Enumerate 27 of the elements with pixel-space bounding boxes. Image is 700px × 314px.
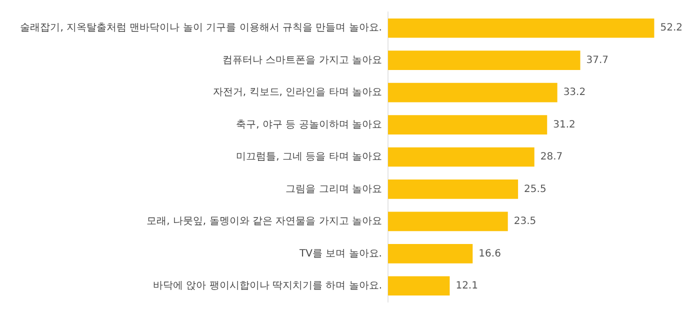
y-tick-label: 그림을 그리며 놀아요 xyxy=(286,184,382,195)
bar xyxy=(388,18,654,38)
bar xyxy=(388,244,473,264)
y-tick-label: 술래잡기, 지옥탈출처럼 맨바닥이나 놀이 기구를 이용해서 규칙을 만들며 놀아요. xyxy=(20,22,382,34)
data-label: 16.6 xyxy=(478,248,501,260)
y-tick-label: TV를 보며 놀아요. xyxy=(298,248,382,260)
bar xyxy=(388,82,558,102)
data-label: 33.2 xyxy=(563,87,586,98)
data-label: 12.1 xyxy=(456,280,478,292)
y-tick-label: 모래, 나뭇잎, 돌멩이와 같은 자연물을 가지고 놀아요 xyxy=(146,216,382,228)
bar xyxy=(388,212,508,232)
bar xyxy=(388,276,450,296)
bar xyxy=(388,147,534,167)
y-tick-label: 바닥에 앉아 팽이시합이나 딱지치기를 하며 놀아요. xyxy=(152,280,382,292)
data-label: 52.2 xyxy=(660,22,682,34)
y-tick-label: 자전거, 킥보드, 인라인을 타며 놀아요 xyxy=(212,87,382,98)
bar xyxy=(388,50,580,70)
data-label: 28.7 xyxy=(540,152,563,163)
data-label: 31.2 xyxy=(553,119,576,130)
y-tick-label: 축구, 야구 등 공놀이하며 놀아요 xyxy=(236,119,382,130)
y-tick-label: 미끄럼틀, 그네 등을 타며 놀아요 xyxy=(236,152,382,163)
data-label: 23.5 xyxy=(514,216,536,228)
bar xyxy=(388,180,518,199)
bar xyxy=(388,115,548,134)
y-tick-label: 컴퓨터나 스마트폰을 가지고 놀아요 xyxy=(222,54,382,66)
data-label: 25.5 xyxy=(524,184,546,195)
data-label: 37.7 xyxy=(586,54,609,66)
